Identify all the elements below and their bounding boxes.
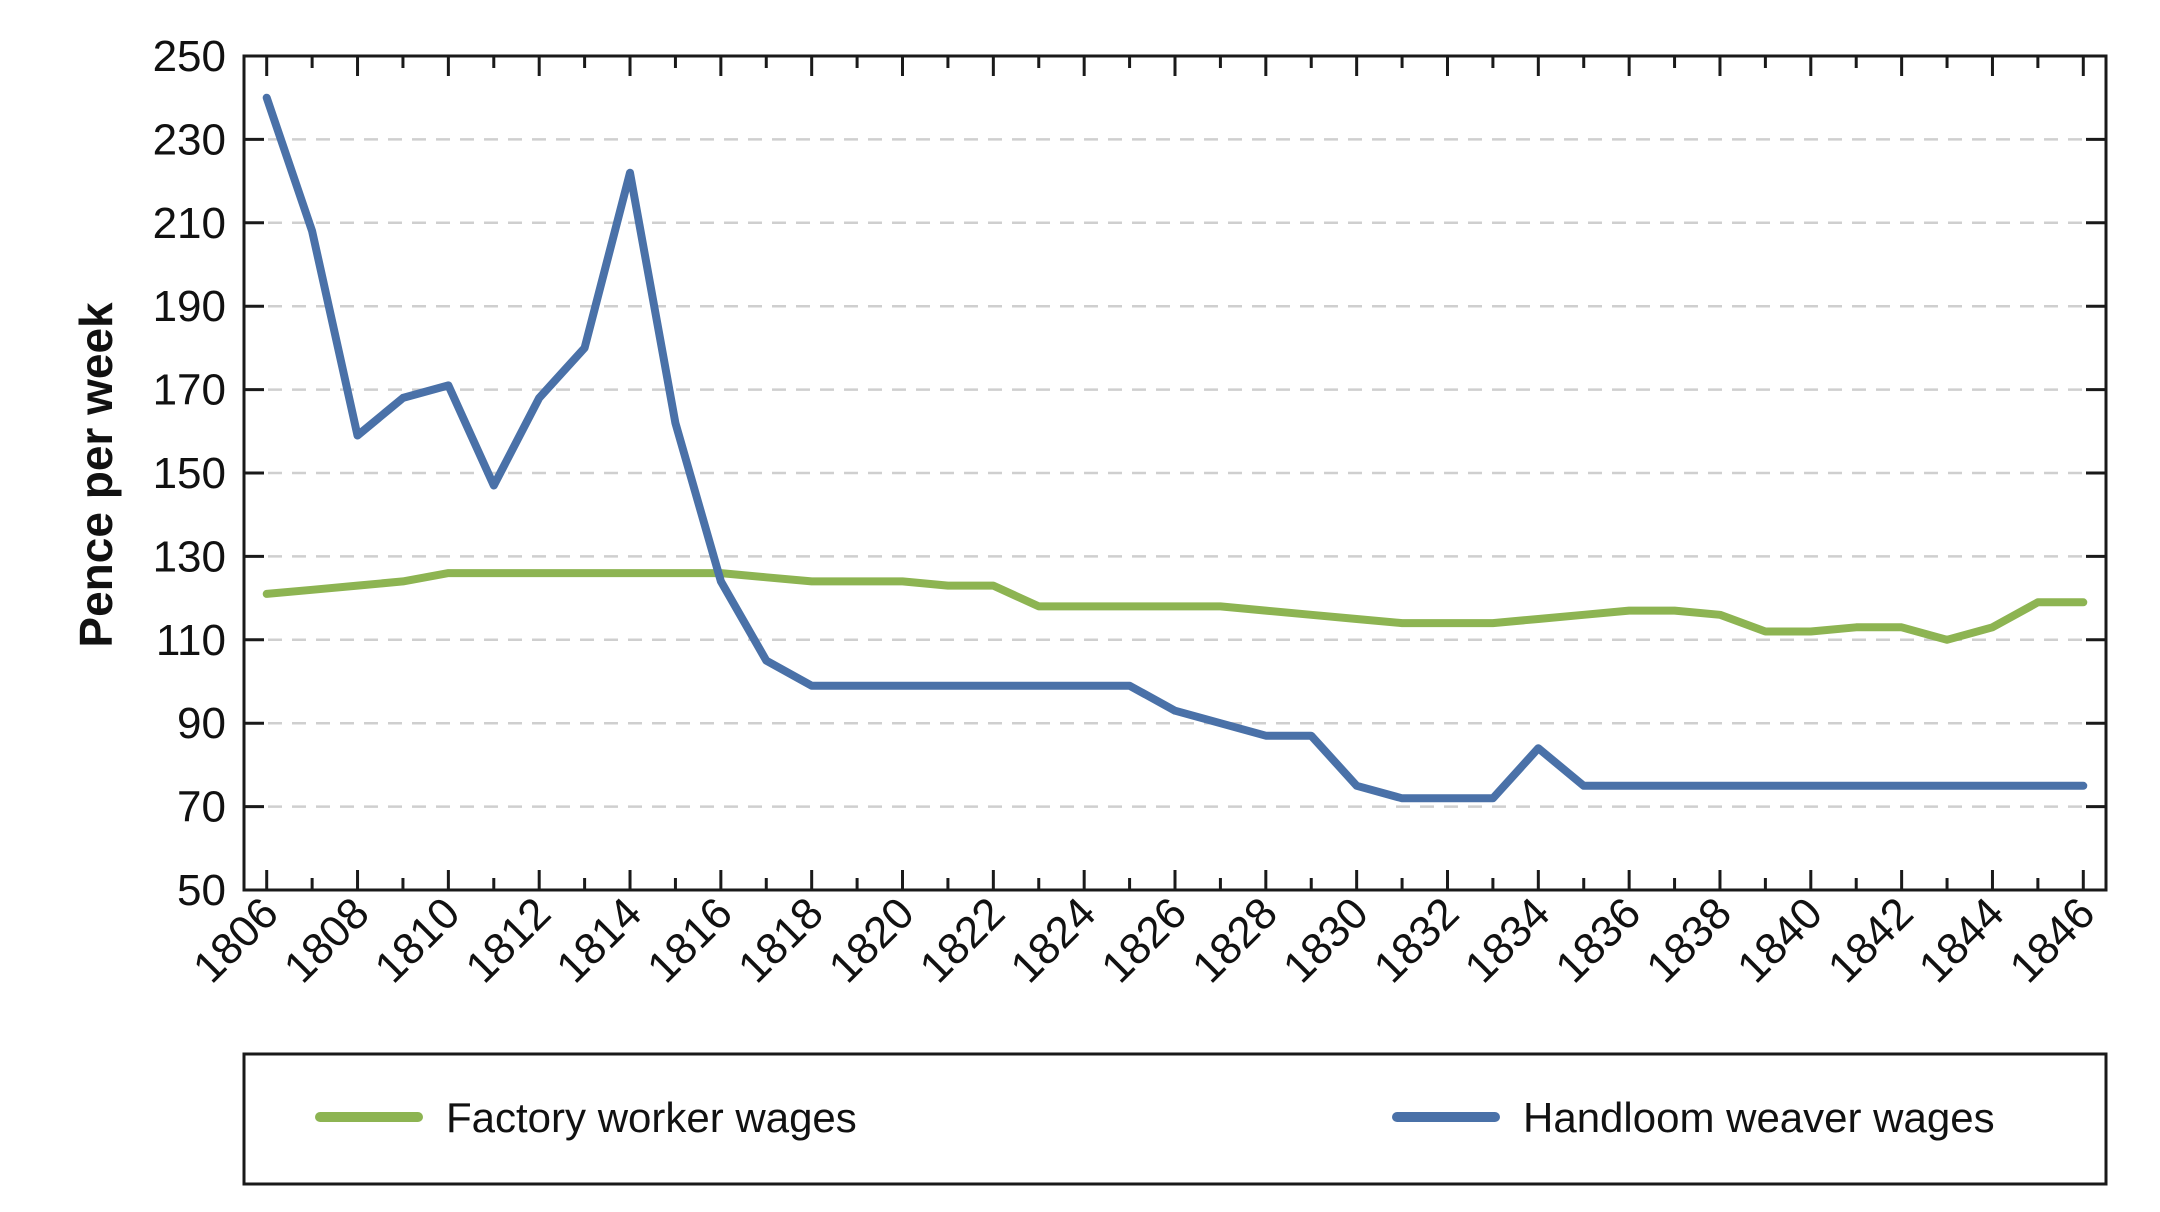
y-tick-label: 210	[153, 199, 226, 248]
x-axis-tick-labels: 1806180818101812181418161818182018221824…	[184, 888, 2104, 992]
y-axis-label: Pence per week	[70, 302, 122, 648]
x-tick-label: 1816	[638, 888, 742, 992]
legend-label-handloom: Handloom weaver wages	[1523, 1094, 1995, 1141]
legend: Factory worker wages Handloom weaver wag…	[242, 1052, 2108, 1186]
y-tick-label: 150	[153, 449, 226, 498]
x-tick-label: 1834	[1456, 888, 1560, 992]
y-tick-label: 70	[177, 783, 226, 832]
y-tick-label: 50	[177, 866, 226, 915]
series-lines	[262, 93, 2088, 803]
x-tick-label: 1840	[1728, 888, 1832, 992]
y-tick-label: 190	[153, 282, 226, 331]
x-tick-label: 1826	[1092, 888, 1196, 992]
axis-ticks	[244, 54, 2106, 892]
y-tick-label: 250	[153, 32, 226, 81]
y-tick-label: 90	[177, 699, 226, 748]
x-tick-label: 1820	[820, 888, 924, 992]
x-tick-label: 1846	[2000, 888, 2104, 992]
x-tick-label: 1836	[1546, 888, 1650, 992]
x-tick-label: 1810	[366, 888, 470, 992]
x-tick-label: 1818	[729, 888, 833, 992]
x-tick-label: 1828	[1183, 888, 1287, 992]
series-line-handloom-weaver-wages	[262, 93, 2088, 803]
legend-frame	[242, 1052, 2108, 1186]
x-tick-label: 1812	[456, 888, 560, 992]
y-tick-label: 110	[156, 616, 226, 665]
y-axis-tick-labels: 250 230 210 190 170 150 130 110 90 70 50	[153, 32, 226, 915]
x-tick-label: 1844	[1910, 888, 2014, 992]
x-tick-label: 1824	[1001, 888, 1105, 992]
x-tick-label: 1808	[275, 888, 379, 992]
legend-label-factory: Factory worker wages	[446, 1094, 857, 1141]
x-tick-label: 1822	[911, 888, 1015, 992]
y-tick-label: 230	[153, 115, 226, 164]
x-tick-label: 1838	[1637, 888, 1741, 992]
series-line-factory-worker-wages	[262, 569, 2088, 644]
x-tick-label: 1830	[1274, 888, 1378, 992]
y-tick-label: 130	[153, 532, 226, 581]
x-tick-label: 1832	[1365, 888, 1469, 992]
x-tick-label: 1814	[547, 888, 651, 992]
plot-frame	[242, 54, 2108, 892]
x-tick-label: 1842	[1819, 888, 1923, 992]
y-tick-label: 170	[153, 366, 226, 415]
